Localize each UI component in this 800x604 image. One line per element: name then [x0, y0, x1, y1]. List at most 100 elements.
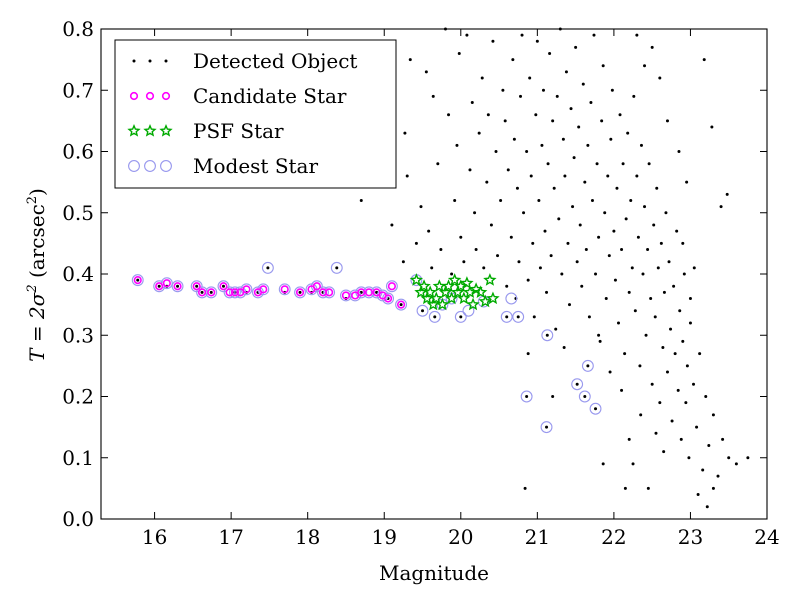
detected-object-point [572, 156, 576, 160]
detected-object-point [632, 94, 636, 98]
x-tick-label: 23 [678, 525, 703, 549]
candidate-star-point [351, 291, 360, 300]
modest-star-point [278, 283, 291, 296]
detected-object-point [535, 39, 539, 43]
detected-object-point [578, 223, 582, 227]
y-tick-label: 0.5 [62, 201, 94, 225]
detected-object-point [534, 113, 538, 117]
candidate-star-point [372, 288, 381, 297]
detected-object-point [491, 39, 495, 43]
candidate-star-point [387, 282, 396, 291]
x-axis-label: Magnitude [379, 561, 489, 585]
detected-object-point [545, 333, 549, 337]
detected-object-point [597, 333, 601, 337]
detected-object-point [702, 58, 706, 62]
detected-object-point [528, 76, 532, 80]
candidate-star-point [225, 288, 234, 297]
detected-object-point [541, 88, 545, 92]
detected-object-point [629, 199, 633, 202]
detected-object-point [571, 205, 575, 209]
candidate-star-point [259, 285, 268, 294]
detected-object-point [465, 33, 469, 37]
detected-object-point [620, 248, 624, 251]
x-tick-label: 22 [601, 525, 626, 549]
detected-object-point [672, 284, 676, 288]
detected-object-point [677, 150, 681, 153]
detected-object-point [505, 315, 509, 319]
detected-object-point [551, 395, 555, 398]
candidate-star-point [325, 288, 334, 297]
detected-object-point [529, 174, 533, 178]
y-tick-label: 0.8 [62, 17, 94, 41]
detected-object-point [501, 88, 505, 92]
detected-object-point [601, 64, 605, 68]
detected-object-point [453, 199, 457, 202]
legend-marker-modest [160, 160, 172, 172]
candidate-star-point [242, 285, 251, 294]
detected-object-point [725, 192, 729, 196]
y-tick-label: 0.1 [62, 446, 94, 470]
modest-star-point [520, 390, 533, 403]
detected-object-point [545, 425, 549, 429]
candidate-star-point [378, 291, 387, 300]
legend-marker-detected [164, 59, 168, 63]
points-layer [131, 27, 750, 509]
legend-marker-candidate [129, 91, 139, 101]
x-tick-label: 18 [295, 525, 320, 549]
psf-star-point [447, 273, 462, 286]
psf-star-point [483, 273, 497, 286]
legend-label-psf: PSF Star [193, 119, 284, 143]
detected-object-point [554, 327, 558, 331]
modest-star-point [330, 261, 343, 274]
candidate-star-point [341, 291, 351, 300]
detected-object-point [604, 297, 608, 300]
series-modest-star [131, 261, 602, 434]
psf-star-point [466, 297, 480, 311]
detected-object-point [548, 52, 552, 55]
y-tick-label: 0.3 [62, 323, 94, 347]
detected-object-point [522, 211, 526, 215]
detected-object-point [600, 119, 604, 123]
detected-object-point [607, 254, 611, 258]
detected-object-point [459, 315, 463, 319]
detected-object-point [506, 168, 510, 172]
modest-star-point [323, 286, 336, 299]
detected-object-point [433, 315, 437, 319]
detected-object-point [590, 199, 594, 202]
detected-object-point [646, 248, 650, 251]
psf-star-point [432, 279, 447, 292]
y-label-unit-power: 2 [25, 196, 40, 204]
detected-object-point [496, 254, 500, 258]
modest-star-point [571, 378, 584, 391]
detected-object-point [221, 284, 225, 288]
detected-object-point [665, 370, 669, 374]
detected-object-point [562, 346, 566, 349]
candidate-star-point [133, 276, 142, 285]
detected-object-point [656, 266, 660, 270]
detected-object-point [681, 241, 685, 245]
detected-object-point [635, 33, 639, 37]
legend-label-candidate: Candidate Star [193, 84, 347, 108]
psf-star-point [438, 285, 453, 299]
modest-star-point [131, 274, 144, 287]
detected-object-point [266, 266, 270, 270]
detected-object-point [195, 284, 199, 288]
detected-object-point [631, 462, 635, 466]
detected-object-point [650, 382, 654, 386]
detected-object-point [405, 174, 409, 178]
detected-object-point [685, 364, 689, 368]
detected-object-point [157, 284, 161, 288]
detected-object-point [523, 486, 527, 490]
detected-object-point [583, 180, 587, 184]
detected-object-point [711, 413, 715, 417]
detected-object-point [721, 437, 725, 441]
detected-object-point [610, 88, 614, 92]
legend-marker-candidate [161, 91, 171, 101]
detected-object-point [643, 205, 647, 209]
detected-object-point [515, 186, 519, 190]
candidate-star-point [280, 285, 289, 294]
detected-object-point [664, 211, 668, 215]
detected-object-point [652, 223, 656, 227]
detected-object-point [679, 437, 683, 441]
y-label-close: ) [25, 188, 49, 196]
